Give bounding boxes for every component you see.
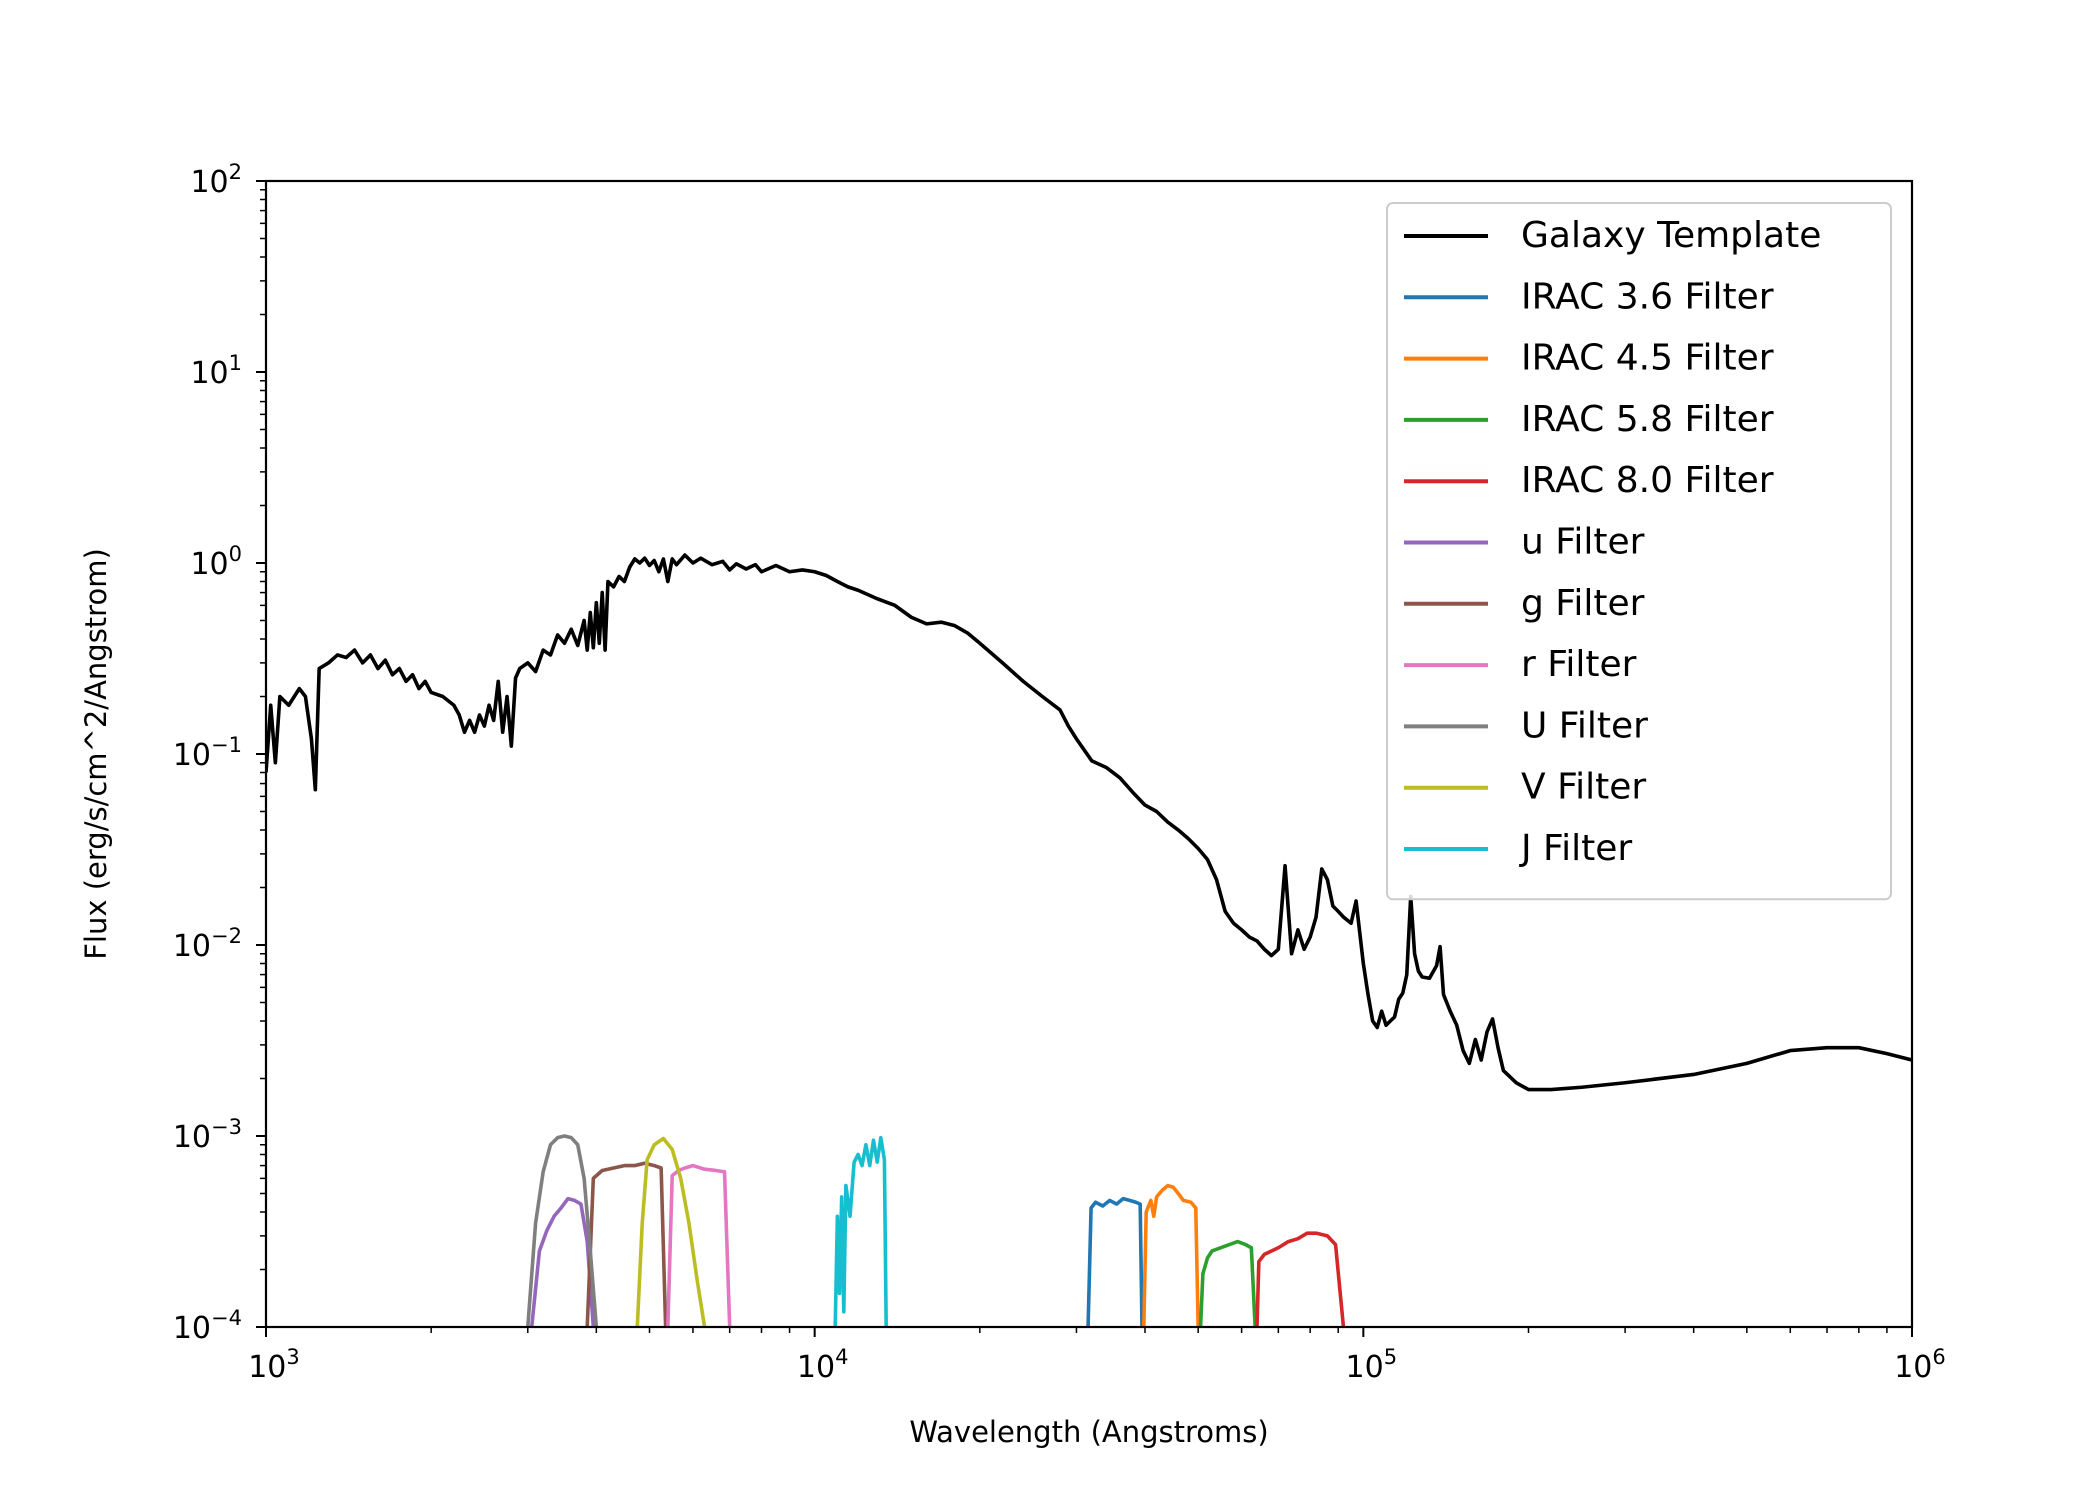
series-line-irac-5-8-filter — [1198, 1239, 1257, 1327]
plot-lines — [266, 553, 1912, 1327]
legend-label: IRAC 4.5 Filter — [1521, 338, 1774, 379]
legend: Galaxy Template IRAC 3.6 Filter IRAC 4.5 F… — [1386, 202, 1892, 901]
x-tick-label: 104 — [797, 1345, 849, 1385]
legend-label: IRAC 5.8 Filter — [1521, 399, 1774, 440]
legend-box — [1386, 202, 1892, 901]
series-line-irac-3-6-filter — [1086, 1196, 1144, 1327]
x-tick-label: 105 — [1346, 1345, 1398, 1385]
axis-ticks: 103 104 105 106 10−4 10−3 10−2 10−1 100 101 102 — [173, 160, 1946, 1385]
y-tick-label: 10−1 — [173, 733, 242, 773]
series-line-u-filter — [529, 1196, 596, 1327]
y-tick-label: 10−2 — [173, 924, 242, 964]
legend-label: Galaxy Template — [1521, 215, 1821, 256]
y-tick-label: 101 — [190, 351, 242, 391]
legend-label: u Filter — [1521, 522, 1645, 563]
y-tick-label: 10−4 — [173, 1306, 242, 1346]
series-line-v-filter — [635, 1136, 707, 1327]
y-axis-label: Flux (erg/s/cm^2/Angstrom) — [79, 548, 113, 960]
y-tick-label: 102 — [190, 160, 242, 200]
x-tick-label: 103 — [248, 1345, 300, 1385]
series-line-j-filter — [833, 1135, 888, 1327]
legend-label: IRAC 3.6 Filter — [1521, 276, 1774, 317]
x-tick-label: 106 — [1894, 1345, 1946, 1385]
legend-label: J Filter — [1519, 828, 1632, 869]
legend-label: r Filter — [1521, 644, 1637, 685]
x-axis-label: Wavelength (Angstroms) — [909, 1415, 1268, 1449]
series-line-irac-4-5-filter — [1142, 1183, 1200, 1327]
series-line-r-filter — [666, 1163, 732, 1327]
series-line-g-filter — [585, 1161, 668, 1327]
legend-label: U Filter — [1521, 705, 1648, 746]
legend-label: IRAC 8.0 Filter — [1521, 460, 1774, 501]
series-line-galaxy-template — [266, 553, 1912, 1092]
y-tick-label: 100 — [190, 542, 242, 582]
series-line-irac-8-0-filter — [1255, 1231, 1346, 1327]
series-line-u-filter — [525, 1134, 599, 1327]
legend-label: g Filter — [1521, 583, 1645, 624]
legend-label: V Filter — [1521, 767, 1646, 808]
y-tick-label: 10−3 — [173, 1115, 242, 1155]
